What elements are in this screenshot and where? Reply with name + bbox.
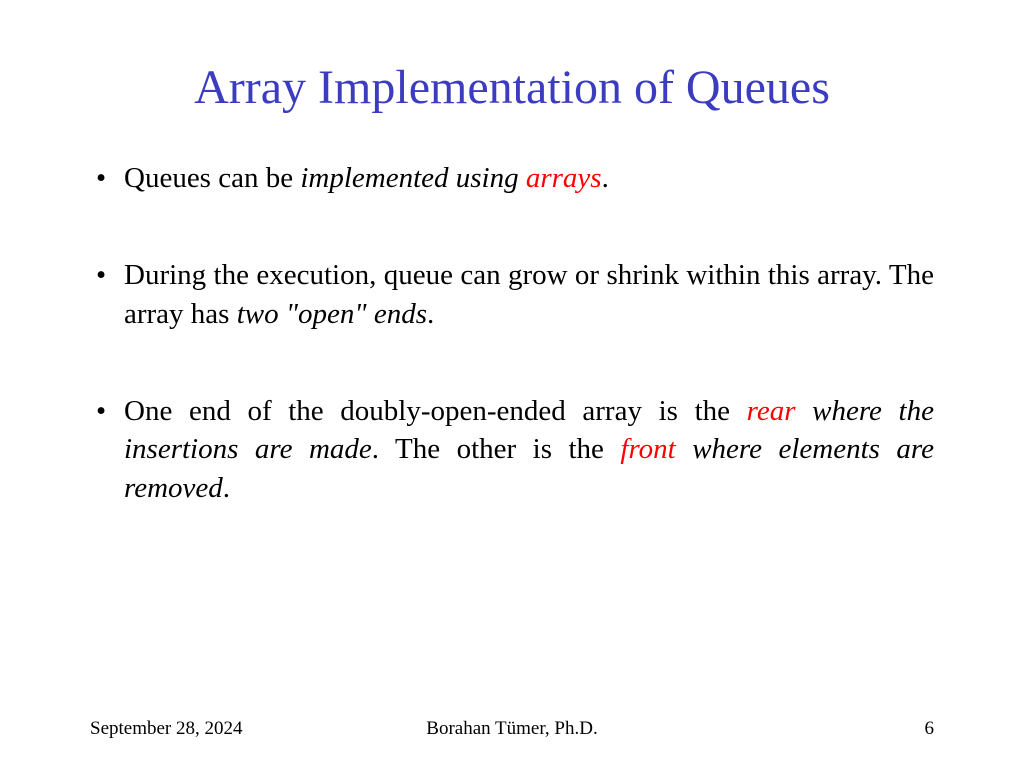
- slide-title: Array Implementation of Queues: [90, 60, 934, 115]
- footer-date: September 28, 2024: [90, 718, 243, 740]
- text-highlight: front: [620, 433, 675, 465]
- slide-footer: September 28, 2024 Borahan Tümer, Ph.D. …: [0, 718, 1024, 740]
- text: .: [223, 472, 230, 504]
- bullet-item: Queues can be implemented using arrays.: [90, 159, 934, 198]
- footer-page: 6: [925, 718, 935, 740]
- bullet-list: Queues can be implemented using arrays . …: [90, 159, 934, 508]
- text: One end of the doubly-open-ended array i…: [124, 395, 747, 427]
- text: . The other is the: [372, 433, 621, 465]
- bullet-item: During the execution, queue can grow or …: [90, 256, 934, 334]
- slide: Array Implementation of Queues Queues ca…: [0, 0, 1024, 768]
- footer-author: Borahan Tümer, Ph.D.: [426, 718, 597, 740]
- text-highlight: arrays: [526, 162, 602, 194]
- text-highlight: rear: [747, 395, 796, 427]
- text-italic: implemented using: [300, 162, 526, 194]
- text-italic: two "open" ends: [237, 298, 427, 330]
- bullet-item: One end of the doubly-open-ended array i…: [90, 392, 934, 509]
- text: Queues can be: [124, 162, 300, 194]
- text: .: [427, 298, 434, 330]
- text: .: [602, 162, 609, 194]
